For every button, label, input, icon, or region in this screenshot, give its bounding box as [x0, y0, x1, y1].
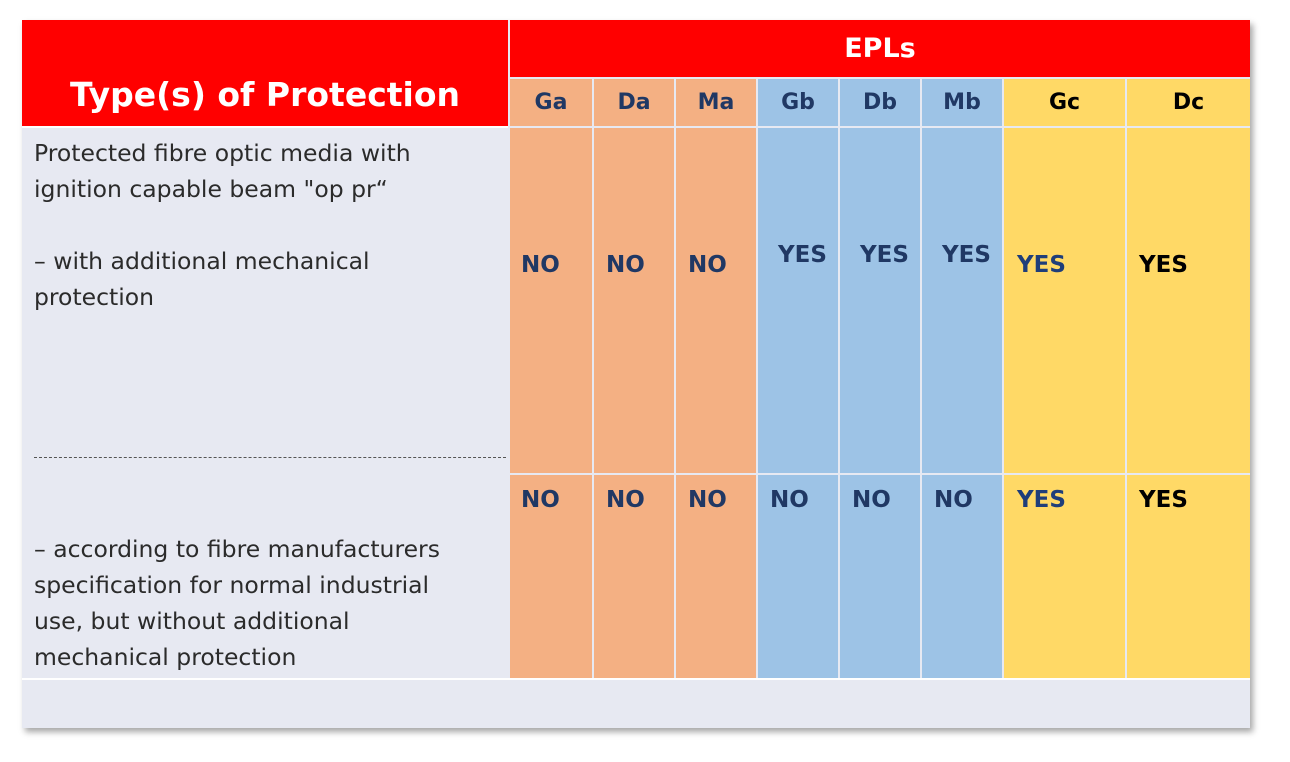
row1-mb-cell: YES [922, 128, 1002, 473]
row1-dc-cell: YES [1127, 128, 1250, 473]
col-header-da: Da [594, 79, 674, 126]
protection-table: Type(s) of Protection EPLs Ga Da Ma Gb D… [22, 20, 1250, 728]
table-bottom-line [22, 678, 1250, 680]
row-separator-dashes [34, 457, 506, 459]
row1-gc-cell: YES [1004, 128, 1125, 473]
col-header-ga: Ga [510, 79, 592, 126]
row2-gc-cell: YES [1004, 475, 1125, 678]
header-divider [22, 126, 508, 128]
col-header-gc: Gc [1004, 79, 1125, 126]
row1-db-cell: YES [840, 128, 920, 473]
row1-ma-cell: NO [676, 128, 756, 473]
row2-gb-cell: NO [758, 475, 838, 678]
epls-header: EPLs [510, 20, 1250, 77]
row1-ga-cell: NO [510, 128, 592, 473]
row2-mb-cell: NO [922, 475, 1002, 678]
row2-description: – according to fibre manufacturers speci… [34, 535, 440, 671]
row2-ga-cell: NO [510, 475, 592, 678]
col-header-ma: Ma [676, 79, 756, 126]
row2-dc-cell: YES [1127, 475, 1250, 678]
row2-ma-cell: NO [676, 475, 756, 678]
type-of-protection-header: Type(s) of Protection [22, 20, 508, 126]
row1-description-sub: – with additional mechanical protection [34, 247, 370, 311]
col-header-mb: Mb [922, 79, 1002, 126]
row1-da-cell: NO [594, 128, 674, 473]
col-header-db: Db [840, 79, 920, 126]
col-header-dc: Dc [1127, 79, 1250, 126]
row2-da-cell: NO [594, 475, 674, 678]
col-header-gb: Gb [758, 79, 838, 126]
row1-gb-cell: YES [758, 128, 838, 473]
row1-description-main: Protected fibre optic media with ignitio… [34, 139, 411, 203]
row2-db-cell: NO [840, 475, 920, 678]
